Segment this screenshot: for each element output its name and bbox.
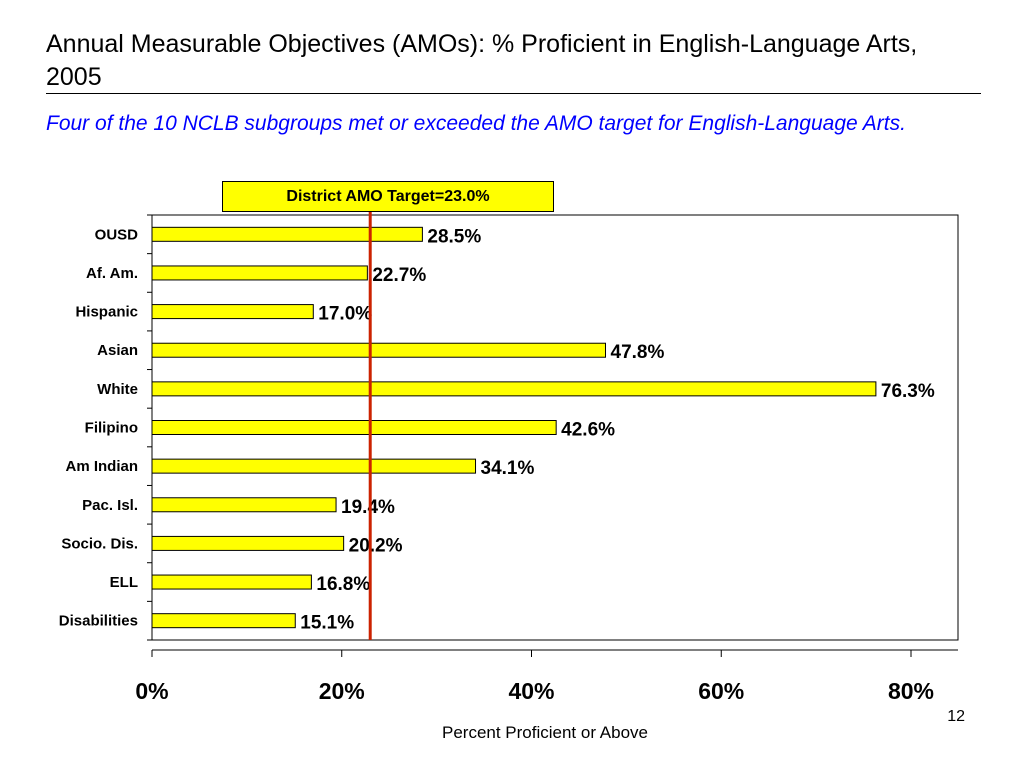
x-tick-label: 60% — [698, 678, 744, 704]
bar — [151, 226, 423, 242]
category-label: Af. Am. — [86, 265, 138, 282]
category-label: Am Indian — [65, 458, 138, 475]
data-label: 15.1% — [300, 613, 354, 634]
x-tick-label: 0% — [135, 678, 168, 704]
x-axis-title: Percent Proficient or Above — [441, 723, 648, 742]
data-label: 17.0% — [318, 304, 372, 325]
page-number: 12 — [947, 708, 965, 725]
slide-subtitle: Four of the 10 NCLB subgroups met or exc… — [46, 112, 906, 135]
bar — [151, 420, 557, 435]
category-label: White — [97, 381, 138, 398]
data-label: 22.7% — [372, 265, 426, 286]
bar — [151, 535, 345, 551]
data-label: 42.6% — [561, 420, 615, 441]
data-label: 47.8% — [611, 342, 665, 363]
bar — [151, 458, 477, 474]
x-tick-label: 20% — [319, 678, 365, 704]
slide-title: Annual Measurable Objectives (AMOs): % P… — [46, 30, 918, 91]
data-label: 76.3% — [881, 381, 935, 402]
bar — [151, 265, 368, 281]
bar — [151, 304, 314, 320]
category-label: Pac. Isl. — [82, 497, 138, 514]
data-label: 34.1% — [481, 458, 535, 479]
category-label: Disabilities — [59, 613, 138, 630]
bar — [151, 613, 296, 629]
bar — [151, 574, 312, 590]
data-label: 19.4% — [341, 497, 395, 518]
x-tick-label: 80% — [888, 678, 934, 704]
category-label: Filipino — [85, 420, 138, 437]
category-label: ELL — [110, 574, 138, 591]
bar — [151, 342, 607, 358]
bar — [151, 497, 337, 513]
bar — [151, 381, 877, 397]
amo-target-label: District AMO Target=23.0% — [222, 181, 554, 212]
title-divider — [46, 93, 981, 94]
category-label: Asian — [97, 342, 138, 359]
data-label: 16.8% — [316, 574, 370, 595]
category-label: Socio. Dis. — [61, 535, 138, 552]
data-label: 28.5% — [427, 226, 481, 247]
data-label: 20.2% — [349, 535, 403, 556]
category-label: Hispanic — [75, 304, 138, 321]
x-tick-label: 40% — [508, 678, 554, 704]
category-label: OUSD — [95, 226, 139, 243]
